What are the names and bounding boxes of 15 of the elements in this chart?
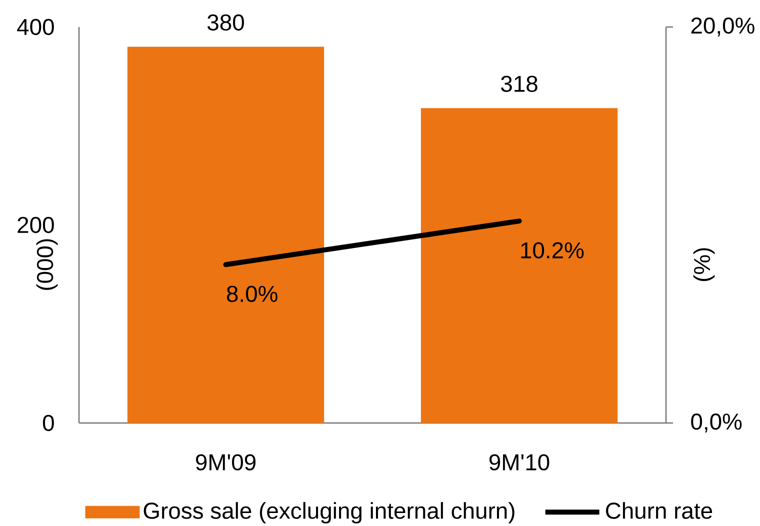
y-tick-label: 200 — [18, 216, 54, 234]
data-label: 318 — [501, 76, 538, 92]
y-tick-label: 0 — [42, 414, 54, 432]
y2-tick-label: 0,0% — [691, 414, 742, 432]
y-axis-title: (000) — [36, 239, 58, 290]
data-label: 10.2% — [521, 242, 584, 258]
x-tick-label: 9M'10 — [489, 454, 550, 470]
legend-label: Gross sale (excluging internal churn) — [144, 502, 514, 524]
x-tick-label: 9M'09 — [196, 454, 256, 470]
legend-label: Churn rate — [606, 502, 712, 519]
y2-axis-title: (%) — [693, 248, 715, 281]
data-label: 380 — [208, 14, 244, 31]
y-tick-label: 400 — [17, 18, 54, 36]
data-label: 8.0% — [226, 286, 278, 302]
y2-tick-label: 20,0% — [691, 18, 754, 36]
